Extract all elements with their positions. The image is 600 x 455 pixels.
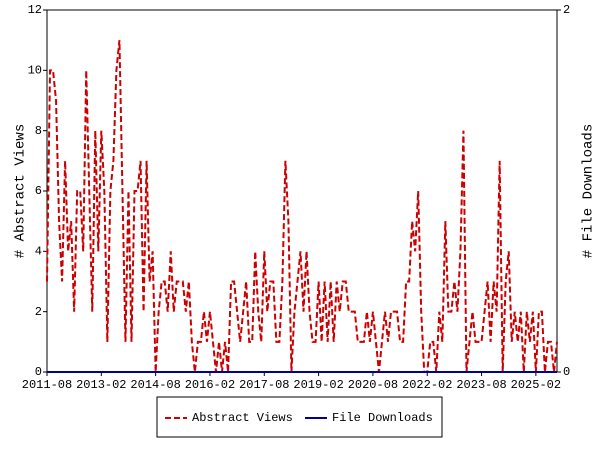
y-tick-label: 10 — [28, 64, 42, 78]
y2-tick-label: 2 — [563, 3, 570, 17]
y-tick-label: 4 — [35, 245, 42, 259]
x-tick-label: 2016-02 — [185, 378, 235, 392]
y-tick-label: 8 — [35, 124, 42, 138]
x-tick-label: 2011-08 — [22, 378, 72, 392]
legend — [156, 396, 443, 438]
x-tick-label: 2025-02 — [511, 378, 561, 392]
y-tick-label: 0 — [35, 365, 42, 379]
y-tick-label: 6 — [35, 184, 42, 198]
x-tick-label: 2017-08 — [239, 378, 289, 392]
y-tick-label: 2 — [35, 305, 42, 319]
y2-axis-label: # File Downloads — [581, 124, 597, 258]
x-tick-label: 2022-02 — [402, 378, 452, 392]
x-tick-label: 2013-02 — [76, 378, 126, 392]
y2-tick-label: 0 — [563, 365, 570, 379]
legend-label: File Downloads — [332, 411, 433, 425]
legend-label: Abstract Views — [192, 411, 293, 425]
y-tick-label: 12 — [28, 3, 42, 17]
y-axis-label: # Abstract Views — [13, 124, 29, 258]
x-tick-label: 2014-08 — [130, 378, 180, 392]
x-tick-label: 2019-02 — [293, 378, 343, 392]
x-tick-label: 2020-08 — [348, 378, 398, 392]
x-tick-label: 2023-08 — [456, 378, 506, 392]
plot-frame — [46, 9, 558, 373]
series-line — [46, 40, 558, 373]
